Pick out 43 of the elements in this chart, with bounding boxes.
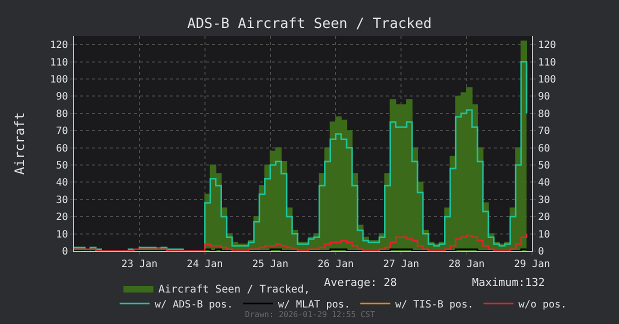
y2-tick-label: 50 <box>538 160 550 172</box>
y2-tick-label: 10 <box>538 229 550 240</box>
x-tick-label: 28 Jan <box>448 259 485 270</box>
y-tick-label: 100 <box>50 74 68 86</box>
y-tick-label: 40 <box>56 178 68 189</box>
y2-tick-label: 80 <box>538 108 550 120</box>
y-tick-label: 90 <box>56 92 68 103</box>
y2-tick-label: 110 <box>538 57 556 68</box>
y-tick-label: 30 <box>56 194 68 206</box>
y-tick-label: 110 <box>50 57 68 68</box>
legend-label: w/ ADS-B pos. <box>154 299 233 310</box>
x-tick-label: 23 Jan <box>121 259 158 270</box>
y2-tick-label: 120 <box>538 40 556 52</box>
y2-tick-label: 30 <box>538 194 550 206</box>
x-tick-label: 25 Jan <box>252 259 288 270</box>
x-tick-label: 26 Jan <box>318 259 354 270</box>
chart-title: ADS-B Aircraft Seen / Tracked <box>187 16 432 32</box>
y2-tick-label: 0 <box>538 246 544 258</box>
y2-tick-label: 70 <box>538 126 550 138</box>
legend-label: Aircraft Seen / Tracked, <box>158 284 310 296</box>
text: Maximum:132 <box>472 276 545 289</box>
text: Average: 28 <box>324 276 397 289</box>
y-tick-label: 0 <box>62 246 68 258</box>
y-tick-label: 10 <box>56 229 68 240</box>
y2-tick-label: 60 <box>538 143 550 154</box>
legend-label: w/ TIS-B pos. <box>395 299 474 310</box>
y2-tick-label: 100 <box>538 74 556 86</box>
y-tick-label: 20 <box>56 212 68 224</box>
y-tick-label: 50 <box>56 160 68 172</box>
y-tick-label: 80 <box>56 108 68 120</box>
y-tick-label: 60 <box>56 143 68 154</box>
y-tick-label: 70 <box>56 126 68 138</box>
legend-label: w/ MLAT pos. <box>278 299 350 310</box>
legend-label: w/o pos. <box>518 299 567 310</box>
y-axis-title: Aircraft <box>12 112 28 175</box>
x-tick-label: 27 Jan <box>383 259 420 270</box>
y2-tick-label: 90 <box>538 92 550 103</box>
x-tick-label: 24 Jan <box>186 259 223 270</box>
y2-tick-label: 20 <box>538 212 550 224</box>
y2-tick-label: 40 <box>538 178 550 189</box>
y-tick-label: 120 <box>50 40 68 52</box>
x-tick-label: 29 Jan <box>514 259 550 270</box>
text: Drawn: 2026-01-29 12:55 CST <box>245 310 376 319</box>
